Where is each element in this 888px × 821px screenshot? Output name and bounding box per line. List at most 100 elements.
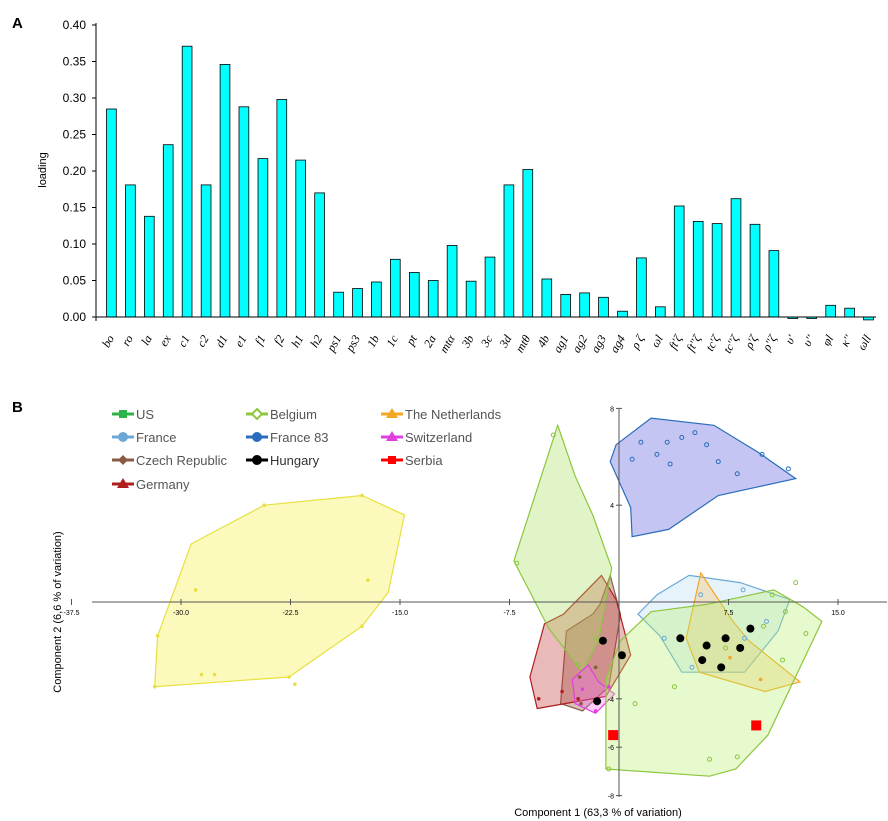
bar-ag4 [617,310,628,318]
bar-ft'ζ [673,205,685,318]
point-the-netherlands [728,655,732,660]
bar-mtθ [522,169,534,318]
x-tick-label: -30.0 [173,610,189,617]
legend-marker [250,407,264,421]
y-tick-label: 0.15 [63,201,87,215]
point-hungary [676,634,685,643]
point-switzerland [606,684,611,689]
bar-c1 [181,45,193,318]
x-tick-label: d1 [212,333,230,350]
point-group-11 [769,592,775,598]
x-tick-label: 15.0 [831,610,845,617]
point-belgium [514,560,520,566]
x-tick-label: -22.5 [283,610,299,617]
x-tick-label: la [138,333,155,348]
point-belgium [575,662,581,668]
x-tick-label: ag2 [569,333,590,356]
hull-france-83 [609,417,798,538]
point-hungary [746,624,755,633]
point-group-10 [293,682,297,687]
legend-label: Switzerland [405,430,472,445]
bar-e1 [238,106,250,318]
x-tick-label: c1 [175,333,193,350]
x-tick-label: h1 [288,333,306,350]
y-tick-label: 0.25 [63,128,87,142]
x-tick-label: ag1 [550,333,571,356]
bar-chart-loading: 0.00 0.05 0.10 0.15 0.20 0.25 0.30 0.35 0.40 bo r… [37,18,876,356]
point-france-83 [629,456,635,462]
x-axis-title: Component 1 (63,3 % of variation) [514,807,682,819]
x-tick-label: ρ''ζ [759,332,780,354]
point-czech-republic [577,675,582,679]
bar-f2 [276,99,288,318]
legend-item-us: US [112,407,154,422]
bar-ag2 [579,292,590,318]
bar-pt [408,272,420,318]
point-group-10 [287,675,291,679]
bar-4b [541,278,553,318]
y-tick-label: 0.40 [63,18,87,32]
legend-label: US [136,407,154,422]
bar-ρ''ζ [768,250,780,318]
legend-item-czech-republic: Czech Republic [112,453,228,468]
point-france-83 [759,451,765,457]
scatter-plot-pca: -37.5 -30.0 -22.5 -15.0 -7.5 7.5 15.084-4-6-8 … [52,406,887,819]
point-switzerland [580,687,585,691]
legend-label: Germany [136,477,190,492]
hull-switzerland [571,663,616,715]
point-hungary [598,636,607,645]
point-group-11 [671,684,677,690]
point-hungary [717,663,726,672]
x-tick-label: 3c [477,332,496,350]
bar-tc'ζ [711,223,723,318]
point-group-11 [803,630,809,636]
point-group-11 [782,609,788,615]
point-france-83 [715,459,721,465]
legend-label: The Netherlands [405,407,502,422]
bar-3d [503,184,515,318]
point-group-11 [780,657,786,663]
point-hungary [617,651,626,660]
point-france-83 [785,466,791,472]
point-belgium [550,432,556,438]
bar-ps1 [333,291,344,318]
point-group-10 [366,578,370,583]
bar-κ'' [844,307,855,318]
x-tick-label: 3b [458,333,477,351]
y-axis-title: loading [37,152,49,187]
x-tick-label: mtα [436,332,458,355]
legend-label: Serbia [405,453,443,468]
bar-ex [162,144,174,318]
point-france [689,664,695,670]
point-hungary [593,697,602,706]
bar-1b [371,281,382,318]
y-tick-label: 0.00 [63,310,87,324]
point-group-10 [152,684,157,689]
point-france-83 [664,439,670,445]
x-tick-label: ωll [854,332,874,353]
x-tick-label: ft''ζ [683,332,704,354]
x-tick-label: ps3 [342,333,363,355]
point-hungary [736,643,745,652]
bar-bo [106,108,117,318]
bar-1c [389,258,401,318]
point-germany [560,689,564,694]
legend-item-hungary: Hungary [246,453,320,468]
point-group-10 [360,493,364,498]
legend-marker [386,408,398,418]
legend-label: Hungary [270,453,320,468]
point-group-10 [212,672,217,677]
x-tick-label: υ' [782,332,798,346]
point-group-11 [761,623,767,629]
bar-ps3 [352,288,363,318]
bar-mtα [446,245,458,318]
x-tick-label: tc''ζ [720,332,742,356]
legend-item-germany: Germany [112,477,190,492]
point-the-netherlands [758,677,763,682]
legend-marker [388,456,396,464]
panel-b-label: B [12,399,23,416]
bar-ρ ζ [636,257,647,318]
point-hungary [702,641,711,650]
bar-ag1 [560,293,571,318]
x-tick-label: ρ'ζ [741,332,761,352]
